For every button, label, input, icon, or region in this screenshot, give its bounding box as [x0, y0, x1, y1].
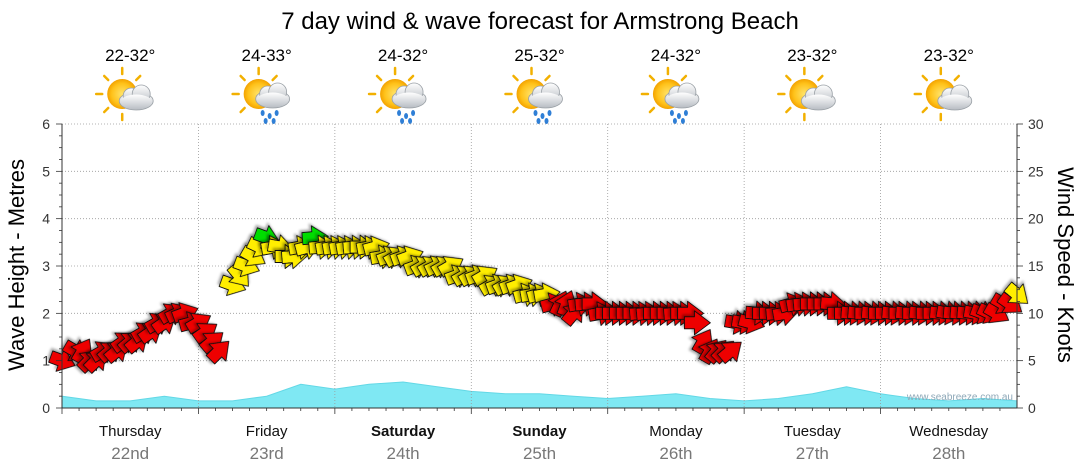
- day-temperature: 24-33°: [242, 46, 292, 65]
- day-temperature: 24-32°: [651, 46, 701, 65]
- day-name: Friday: [246, 423, 288, 440]
- left-tick-label: 2: [42, 305, 50, 321]
- showers-icon: [231, 66, 291, 126]
- day-date: 24th: [387, 444, 420, 463]
- left-tick-label: 5: [42, 163, 50, 179]
- wind-arrow: [683, 310, 711, 336]
- day-date: 26th: [659, 444, 692, 463]
- day-temperature: 23-32°: [924, 46, 974, 65]
- right-tick-label: 30: [1028, 116, 1044, 132]
- day-name: Thursday: [99, 423, 162, 440]
- day-date: 28th: [932, 444, 965, 463]
- partly-cloudy-icon: [94, 66, 155, 122]
- day-temperature: 24-32°: [378, 46, 428, 65]
- right-tick-label: 10: [1028, 305, 1044, 321]
- left-tick-label: 6: [42, 116, 50, 132]
- chart-title: 7 day wind & wave forecast for Armstrong…: [281, 8, 799, 35]
- partly-cloudy-icon: [777, 66, 837, 122]
- day-name: Sunday: [512, 423, 567, 440]
- wave-height-area: [61, 381, 1018, 409]
- day-date: 23rd: [250, 444, 284, 463]
- left-tick-label: 4: [42, 211, 50, 227]
- day-date: 25th: [523, 444, 556, 463]
- chart-axes: 0 1 2 3 4 5 6 0 5 10 15 20 25 30: [42, 116, 1044, 416]
- showers-icon: [640, 66, 701, 126]
- day-temperature: 23-32°: [787, 46, 837, 65]
- right-axis-label: Wind Speed - Knots: [1053, 167, 1078, 363]
- right-tick-label: 25: [1028, 163, 1044, 179]
- wind-arrow: [717, 341, 742, 364]
- showers-icon: [367, 66, 428, 126]
- partly-cloudy-icon: [913, 66, 974, 122]
- chart-grid: [62, 123, 1017, 408]
- wind-speed-series: [48, 225, 1029, 374]
- day-name: Tuesday: [784, 423, 841, 440]
- wave-height-series: [61, 381, 1018, 409]
- left-tick-label: 0: [42, 400, 50, 416]
- daily-weather-row: 22-32° 24-33° 24-32° 25-32° 24-32° 23-32° 23-3…: [94, 46, 974, 126]
- wind-arrow: [205, 340, 230, 365]
- day-name: Saturday: [371, 423, 436, 440]
- day-temperature: 25-32°: [514, 46, 564, 65]
- left-tick-label: 1: [42, 353, 50, 369]
- right-tick-label: 0: [1028, 400, 1036, 416]
- right-tick-label: 5: [1028, 353, 1036, 369]
- day-labels: Thursday 22nd Friday 23rd Saturday 24th Sunday…: [99, 423, 989, 463]
- day-temperature: 22-32°: [105, 46, 155, 65]
- right-tick-label: 20: [1028, 211, 1044, 227]
- wind-arrow: [1003, 281, 1029, 304]
- day-name: Monday: [649, 423, 703, 440]
- showers-icon: [504, 66, 564, 126]
- day-date: 27th: [796, 444, 829, 463]
- left-axis-label: Wave Height - Metres: [4, 159, 29, 371]
- right-tick-label: 15: [1028, 258, 1044, 274]
- day-date: 22nd: [111, 444, 149, 463]
- left-tick-label: 3: [42, 258, 50, 274]
- watermark: www.seabreeze.com.au: [906, 392, 1013, 403]
- day-name: Wednesday: [909, 423, 988, 440]
